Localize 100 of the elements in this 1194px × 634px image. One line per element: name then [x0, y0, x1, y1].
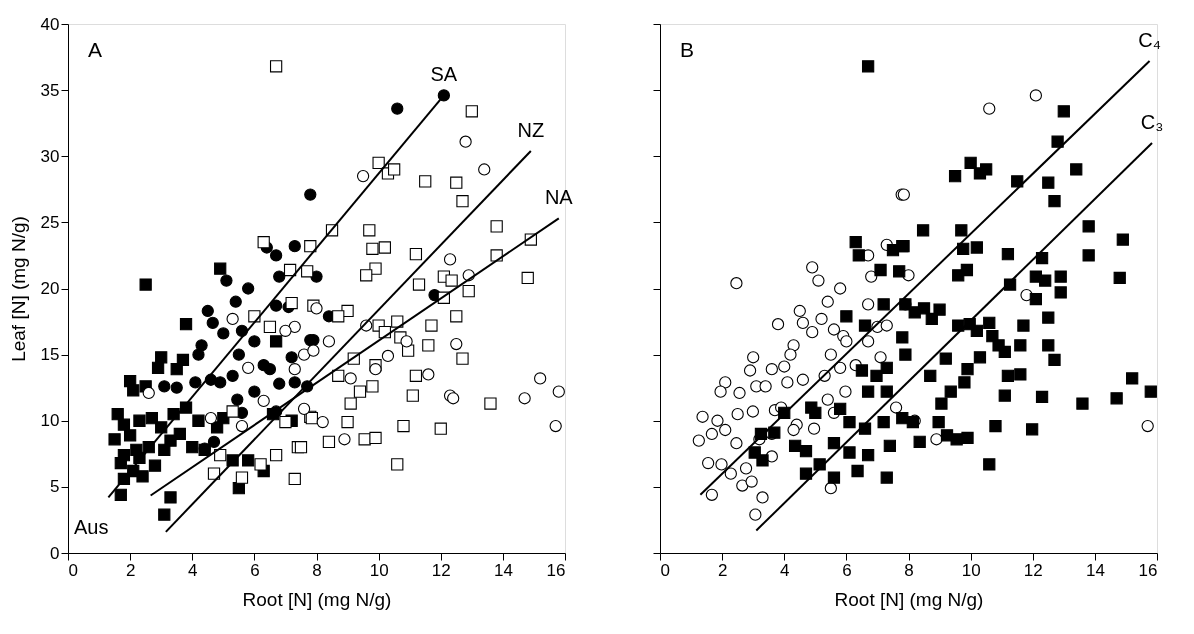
point: [155, 421, 168, 434]
point: [214, 376, 227, 389]
point: [288, 240, 301, 253]
x-tick-label: 14: [493, 560, 513, 580]
point: [288, 376, 301, 389]
point: [195, 339, 208, 352]
point: [214, 262, 227, 275]
point: [151, 361, 165, 374]
point: [170, 381, 183, 394]
point: [269, 335, 283, 348]
point: [304, 188, 317, 201]
point: [549, 419, 562, 433]
point: [145, 411, 159, 425]
x-tick-label: 0: [660, 560, 670, 580]
y-tick-label: 25: [40, 212, 60, 232]
point: [127, 384, 140, 397]
point: [192, 414, 205, 427]
point: [257, 394, 270, 408]
x-tick-label: 10: [961, 560, 981, 580]
y-tick-label: 35: [40, 80, 60, 100]
point: [158, 508, 171, 521]
point: [235, 419, 249, 433]
point: [204, 411, 218, 425]
x-tick-label: 6: [250, 560, 260, 580]
point: [447, 392, 460, 405]
point: [288, 363, 301, 376]
point: [220, 274, 233, 287]
point: [307, 344, 320, 357]
point: [231, 393, 244, 406]
point: [114, 488, 127, 501]
x-tick-label: 2: [125, 560, 136, 580]
point: [242, 454, 255, 467]
point: [201, 304, 214, 318]
point: [108, 433, 121, 446]
x-tick-label: 8: [312, 560, 322, 580]
annotation: Aus: [74, 516, 109, 538]
point: [316, 415, 329, 429]
point: [164, 491, 177, 504]
x-tick-label: 4: [780, 560, 790, 580]
y-tick-label: 0: [50, 543, 60, 563]
point: [297, 402, 311, 415]
point: [478, 163, 491, 176]
point: [248, 335, 261, 348]
point: [130, 443, 143, 456]
point: [279, 324, 292, 337]
point: [400, 335, 413, 348]
x-tick-label: 12: [1023, 560, 1043, 580]
point: [459, 135, 472, 148]
x-tick-label: 8: [904, 560, 914, 580]
point: [111, 408, 124, 421]
x-tick-label: 16: [546, 560, 566, 580]
point: [136, 470, 149, 483]
point: [242, 282, 255, 295]
point: [248, 385, 261, 398]
point: [269, 299, 283, 312]
y-tick-label: 15: [40, 345, 60, 365]
series-label: NA: [544, 186, 574, 209]
annotation: B: [680, 38, 695, 61]
point: [173, 427, 186, 441]
x-tick-label: 4: [188, 560, 198, 580]
point: [179, 318, 193, 331]
point: [176, 353, 190, 367]
y-tick-label: 5: [50, 477, 60, 497]
series-label: C₃: [1140, 111, 1164, 134]
x-tick-label: 6: [842, 560, 852, 580]
y-tick-label: 30: [40, 146, 60, 166]
point: [155, 351, 168, 364]
point: [232, 348, 245, 361]
point: [269, 249, 283, 262]
point: [133, 414, 146, 427]
x-axis-title: Root [N] (mg N/g): [834, 588, 984, 610]
point: [217, 327, 230, 340]
point: [206, 316, 219, 330]
point: [273, 270, 286, 283]
point: [450, 337, 463, 351]
x-axis-title: Root [N] (mg N/g): [242, 588, 392, 610]
annotation: A: [88, 38, 103, 61]
y-tick-label: 10: [40, 411, 60, 431]
point: [186, 441, 199, 454]
point: [226, 312, 239, 326]
point: [207, 435, 221, 449]
point: [369, 363, 382, 376]
x-tick-label: 10: [369, 560, 389, 580]
point: [139, 278, 152, 291]
y-axis-title: Leaf [N] (mg N/g): [7, 216, 29, 362]
point: [285, 351, 298, 364]
x-tick-label: 2: [717, 560, 728, 580]
point: [117, 449, 131, 462]
point: [192, 348, 205, 361]
point: [288, 320, 301, 333]
point: [391, 102, 404, 115]
point: [422, 368, 435, 381]
point: [263, 363, 277, 376]
point: [534, 372, 547, 385]
x-tick-label: 0: [68, 560, 78, 580]
point: [189, 376, 202, 389]
x-tick-label: 16: [1138, 560, 1158, 580]
point: [356, 169, 370, 183]
point: [344, 372, 357, 385]
point: [338, 433, 351, 446]
